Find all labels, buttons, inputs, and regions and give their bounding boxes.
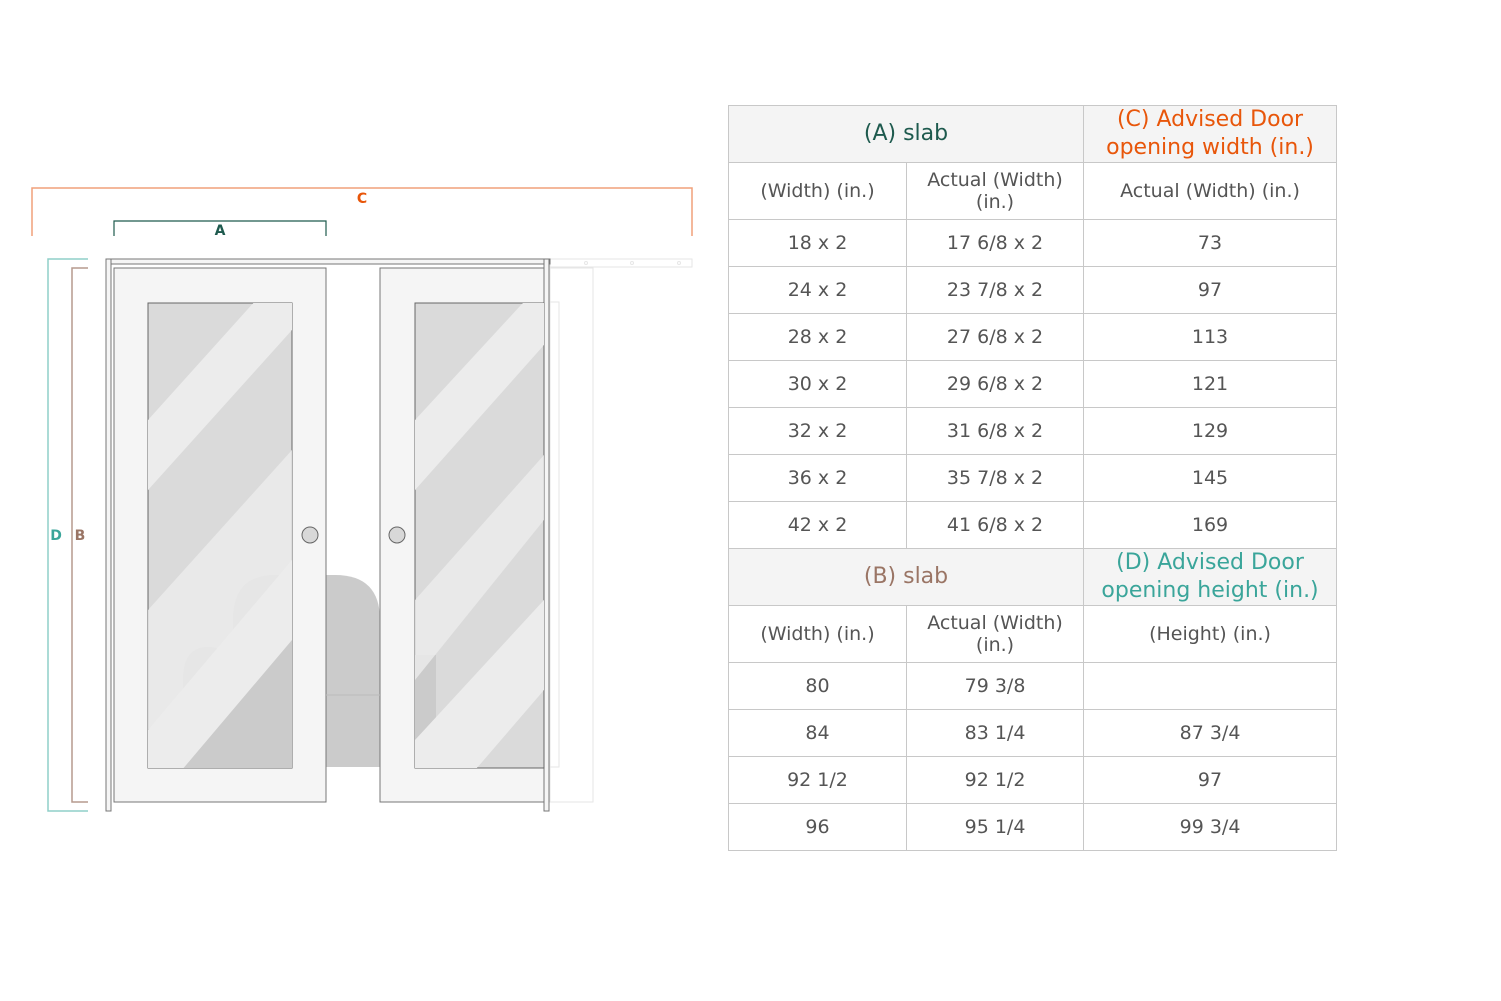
table-row: 32 x 2 31 6/8 x 2 129 [728,407,1338,455]
table-cell: 31 6/8 x 2 [905,407,1085,455]
table-cell: 129 [1083,407,1338,455]
dimension-a-line [113,220,327,236]
dimension-b-label: B [75,528,86,544]
table-cell: 79 3/8 [905,662,1085,710]
slab-b-header: (B) slab [727,548,1085,606]
column-header: (Width) (in.) [728,162,907,220]
table-cell: 121 [1083,360,1338,408]
table-cell: 73 [1083,219,1338,267]
table-row: 24 x 2 23 7/8 x 2 97 [728,266,1338,314]
table-cell: 84 [728,709,907,757]
table-row: 84 83 1/4 87 3/4 [728,709,1338,757]
door-frame [105,258,551,812]
column-header: (Width) (in.) [728,605,907,663]
table-cell: 18 x 2 [728,219,907,267]
table-cell: 23 7/8 x 2 [905,266,1085,314]
table-cell: 30 x 2 [728,360,907,408]
left-door-slab [113,267,327,803]
table-cell: 169 [1083,501,1338,549]
table-cell: 24 x 2 [728,266,907,314]
column-header: Actual (Width) (in.) [905,605,1085,663]
table-cell [1083,662,1338,710]
background-furniture [326,575,380,767]
column-header: Actual (Width) (in.) [905,162,1085,220]
table-row: 96 95 1/4 99 3/4 [728,803,1338,851]
dimension-a-label: A [215,223,226,239]
table-cell: 92 1/2 [905,756,1085,804]
table-cell: 145 [1083,454,1338,502]
size-table: (A) slab (C) Advised Door opening width … [727,105,1338,851]
right-door-slab [379,267,545,803]
table-cell: 80 [728,662,907,710]
table-row: 18 x 2 17 6/8 x 2 73 [728,219,1338,267]
dimension-b-line [71,267,88,803]
track-extension [549,258,693,803]
table-cell: 113 [1083,313,1338,361]
dimension-d-label: D [50,528,62,544]
door-diagram: C A D B [31,187,693,812]
table-cell: 35 7/8 x 2 [905,454,1085,502]
advised-width-header: (C) Advised Door opening width (in.) [1083,105,1338,163]
table-cell: 32 x 2 [728,407,907,455]
dimension-c-line [31,187,693,236]
advised-height-header: (D) Advised Door opening height (in.) [1083,548,1338,606]
table-cell: 36 x 2 [728,454,907,502]
table-row: 36 x 2 35 7/8 x 2 145 [728,454,1338,502]
table-cell: 41 6/8 x 2 [905,501,1085,549]
table-cell: 17 6/8 x 2 [905,219,1085,267]
table-cell: 29 6/8 x 2 [905,360,1085,408]
column-header: (Height) (in.) [1083,605,1338,663]
dimension-c-label: C [357,191,367,207]
table-row: 30 x 2 29 6/8 x 2 121 [728,360,1338,408]
table-row: 42 x 2 41 6/8 x 2 169 [728,501,1338,549]
left-door-handle-icon [301,526,319,544]
table-cell: 83 1/4 [905,709,1085,757]
slab-a-header: (A) slab [727,105,1085,163]
table-cell: 92 1/2 [728,756,907,804]
column-header: Actual (Width) (in.) [1083,162,1338,220]
right-door-handle-icon [388,526,406,544]
table-row: 80 79 3/8 [728,662,1338,710]
table-cell: 95 1/4 [905,803,1085,851]
table-cell: 28 x 2 [728,313,907,361]
table-cell: 99 3/4 [1083,803,1338,851]
table-row: 28 x 2 27 6/8 x 2 113 [728,313,1338,361]
table-cell: 97 [1083,756,1338,804]
table-cell: 42 x 2 [728,501,907,549]
table-cell: 27 6/8 x 2 [905,313,1085,361]
dimension-d-line [47,258,88,812]
table-cell: 87 3/4 [1083,709,1338,757]
table-cell: 97 [1083,266,1338,314]
table-cell: 96 [728,803,907,851]
table-row: 92 1/2 92 1/2 97 [728,756,1338,804]
